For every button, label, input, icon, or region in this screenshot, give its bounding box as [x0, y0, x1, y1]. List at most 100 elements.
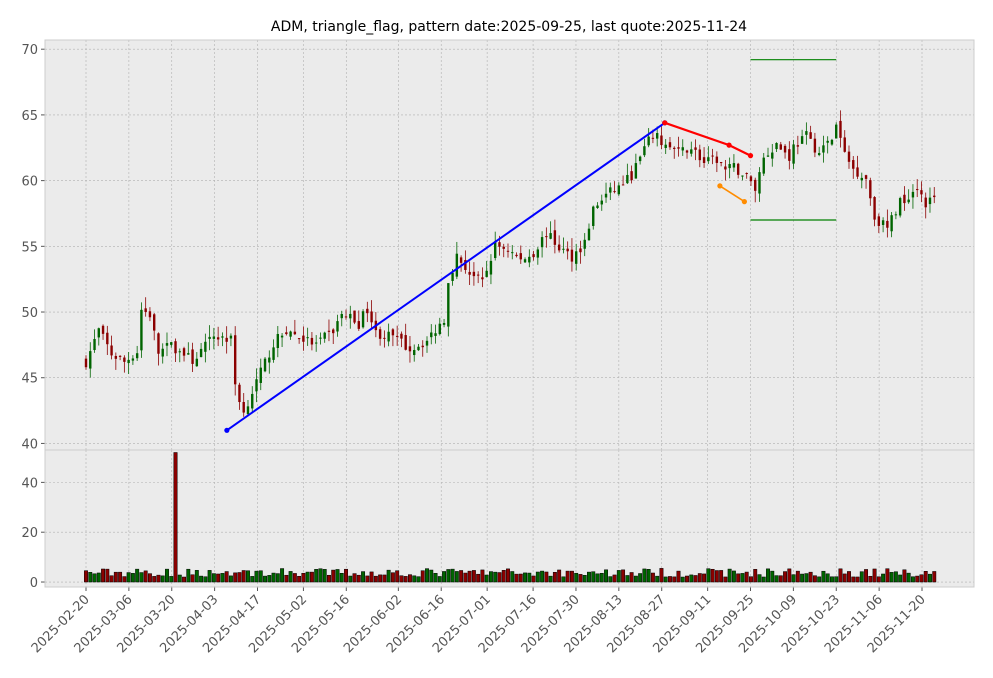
candle-body [907, 199, 910, 203]
candle-body [758, 172, 761, 194]
volume-bar [246, 570, 250, 583]
volume-bar [928, 573, 932, 583]
volume-tick-label: 20 [21, 526, 38, 541]
volume-bar [301, 572, 306, 583]
volume-bar [258, 570, 263, 583]
candle-body [191, 349, 194, 364]
volume-bar [241, 570, 246, 583]
candlestick-series [84, 110, 936, 417]
candle-body [276, 333, 280, 349]
candle-body [421, 345, 424, 348]
candle-body [353, 310, 356, 323]
candle-body [170, 342, 173, 345]
candle-body [447, 283, 450, 327]
volume-bar [578, 574, 583, 583]
price-panel [45, 40, 974, 450]
candle-body [813, 138, 817, 153]
candle-body [660, 135, 663, 146]
candle-body [604, 193, 608, 198]
volume-bar [608, 576, 613, 583]
volume-bar [263, 575, 267, 583]
volume-bar [280, 568, 285, 583]
candle-body [796, 145, 800, 147]
candle-body [97, 328, 100, 338]
candle-body [873, 197, 876, 220]
candle-body [387, 331, 390, 342]
candle-body [677, 147, 680, 149]
candle-body [336, 321, 339, 332]
flag-upper-line-point [747, 153, 754, 159]
volume-bar [544, 571, 549, 583]
volume-bar [344, 568, 348, 583]
candle-body [293, 331, 297, 335]
volume-bar [731, 570, 736, 583]
volume-bar [740, 573, 745, 583]
volume-bar [638, 573, 643, 583]
candle-body [749, 176, 753, 182]
volume-bar [591, 571, 596, 583]
candle-body [455, 253, 459, 277]
candle-body [178, 351, 181, 353]
candle-body [643, 146, 646, 156]
volume-bar [518, 573, 523, 583]
volume-bar [783, 571, 788, 583]
candle-body [771, 152, 774, 159]
candle-body [630, 171, 633, 181]
volume-bar [480, 569, 485, 583]
volume-bar [702, 573, 707, 583]
volume-bar [825, 573, 830, 583]
candle-body [587, 228, 591, 241]
candle-body [344, 316, 348, 318]
volume-bar [561, 576, 566, 583]
flag-lower-line-point [741, 199, 747, 205]
candle-body [383, 337, 386, 339]
candle-body [242, 401, 245, 413]
candle-body [519, 253, 522, 260]
volume-bar [919, 574, 924, 583]
volume-bar [885, 568, 890, 583]
volume-bar [548, 575, 553, 583]
candle-body [323, 332, 326, 339]
candle-body [528, 256, 531, 263]
trend-line [226, 121, 666, 432]
candle-body [928, 197, 932, 205]
candle-body [532, 254, 535, 258]
candle-body [856, 167, 859, 177]
volume-bar [821, 570, 826, 583]
candle-body [741, 175, 744, 177]
volume-bar [309, 571, 314, 583]
volume-bar [923, 571, 928, 583]
volume-bar [220, 573, 225, 583]
volume-panel-frame [44, 449, 975, 588]
volume-bar [787, 568, 792, 583]
candle-body [847, 151, 851, 162]
volume-bar [706, 568, 711, 583]
candle-body [144, 308, 147, 312]
candle-body [153, 314, 156, 331]
candle-body [127, 359, 130, 364]
candle-body [762, 157, 765, 174]
price-tick-label: 70 [21, 43, 38, 58]
candle-body [370, 311, 373, 323]
candle-body [557, 244, 561, 251]
candle-body [118, 355, 122, 357]
candle-body [84, 358, 88, 368]
volume-bar [838, 568, 843, 583]
candle-body [349, 313, 352, 319]
volume-bar [552, 572, 557, 583]
candle-body [553, 230, 557, 245]
volume-bar [109, 575, 114, 583]
candle-body [319, 337, 322, 339]
candle-body [208, 336, 211, 339]
candle-body [613, 191, 616, 193]
candle-body [438, 323, 441, 335]
volume-bar [655, 575, 660, 583]
candle-body [800, 136, 804, 144]
volume-bar [497, 572, 502, 583]
candle-body [400, 333, 403, 339]
volume-bar [126, 572, 131, 583]
volume-bar [766, 568, 770, 583]
volume-bar [531, 575, 536, 583]
volume-bar [433, 573, 438, 583]
volume-bar [642, 568, 647, 583]
